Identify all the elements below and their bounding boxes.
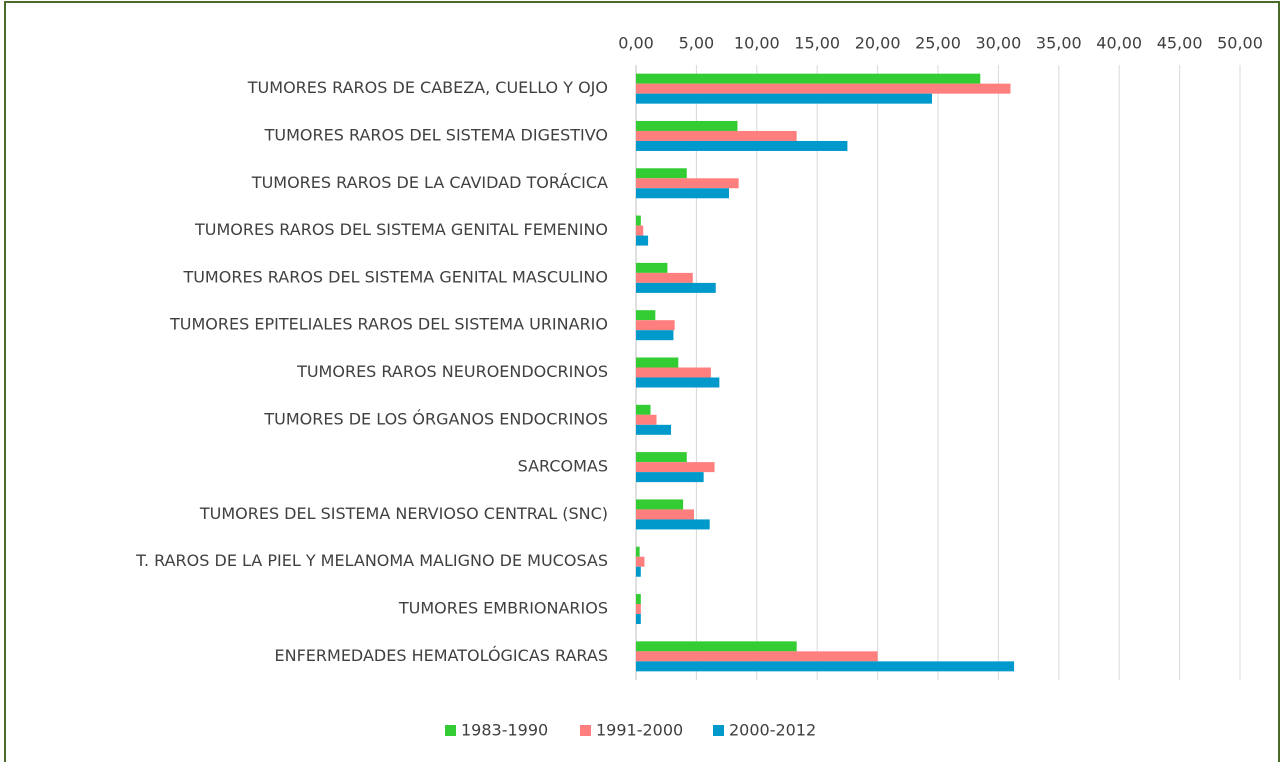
category-label: TUMORES RAROS DE LA CAVIDAD TORÁCICA bbox=[251, 173, 608, 192]
x-tick-label: 50,00 bbox=[1217, 34, 1263, 53]
bar bbox=[636, 499, 684, 510]
category-label: TUMORES RAROS DEL SISTEMA GENITAL FEMENI… bbox=[194, 220, 608, 239]
bar bbox=[636, 519, 710, 530]
category-label: TUMORES RAROS DE CABEZA, CUELLO Y OJO bbox=[247, 78, 608, 97]
category-label: TUMORES RAROS NEUROENDOCRINOS bbox=[296, 362, 608, 381]
category-label: TUMORES RAROS DEL SISTEMA DIGESTIVO bbox=[264, 125, 608, 144]
bar bbox=[636, 330, 674, 341]
bar bbox=[636, 661, 1015, 672]
bar bbox=[636, 604, 641, 615]
category-label: TUMORES RAROS DEL SISTEMA GENITAL MASCUL… bbox=[182, 267, 608, 286]
bar bbox=[636, 651, 878, 662]
bar bbox=[636, 614, 641, 625]
bar bbox=[636, 594, 641, 605]
bar bbox=[636, 546, 640, 557]
bar bbox=[636, 462, 715, 473]
bar bbox=[636, 282, 716, 293]
legend-swatch bbox=[713, 725, 724, 736]
bar bbox=[636, 235, 649, 246]
bar bbox=[636, 73, 981, 84]
bar bbox=[636, 225, 644, 236]
bar bbox=[636, 93, 932, 104]
bar bbox=[636, 641, 797, 652]
x-tick-label: 0,00 bbox=[618, 34, 654, 53]
bar bbox=[636, 83, 1011, 94]
bar bbox=[636, 120, 738, 131]
bar bbox=[636, 310, 656, 321]
x-tick-label: 15,00 bbox=[794, 34, 840, 53]
category-label: T. RAROS DE LA PIEL Y MELANOMA MALIGNO D… bbox=[135, 551, 608, 570]
legend-label: 2000-2012 bbox=[729, 721, 816, 740]
category-label: SARCOMAS bbox=[518, 457, 608, 476]
legend-swatch bbox=[580, 725, 591, 736]
legend-label: 1983-1990 bbox=[461, 721, 548, 740]
bar bbox=[636, 424, 672, 435]
x-tick-label: 10,00 bbox=[734, 34, 780, 53]
x-tick-label: 40,00 bbox=[1096, 34, 1142, 53]
bar bbox=[636, 404, 651, 415]
bar bbox=[636, 188, 730, 199]
bar bbox=[636, 320, 675, 331]
category-label: TUMORES EPITELIALES RAROS DEL SISTEMA UR… bbox=[169, 315, 608, 334]
bar bbox=[636, 377, 720, 388]
bar bbox=[636, 472, 704, 483]
bar bbox=[636, 130, 797, 141]
x-tick-label: 20,00 bbox=[855, 34, 901, 53]
bar bbox=[636, 168, 687, 179]
bar bbox=[636, 452, 687, 463]
x-tick-label: 25,00 bbox=[915, 34, 961, 53]
category-label: TUMORES DEL SISTEMA NERVIOSO CENTRAL (SN… bbox=[199, 504, 608, 523]
category-label: TUMORES EMBRIONARIOS bbox=[398, 599, 608, 618]
legend-swatch bbox=[445, 725, 456, 736]
bar bbox=[636, 367, 711, 378]
bar bbox=[636, 262, 668, 273]
x-tick-label: 35,00 bbox=[1036, 34, 1082, 53]
x-tick-label: 45,00 bbox=[1157, 34, 1203, 53]
bar bbox=[636, 215, 641, 226]
category-label: TUMORES DE LOS ÓRGANOS ENDOCRINOS bbox=[263, 409, 608, 428]
bar bbox=[636, 140, 848, 151]
bar bbox=[636, 566, 641, 577]
x-tick-label: 5,00 bbox=[679, 34, 715, 53]
bar bbox=[636, 357, 679, 368]
legend-label: 1991-2000 bbox=[596, 721, 683, 740]
bar bbox=[636, 509, 694, 520]
x-tick-label: 30,00 bbox=[975, 34, 1021, 53]
bar bbox=[636, 556, 645, 567]
bar bbox=[636, 414, 657, 425]
bar bbox=[636, 272, 693, 283]
category-label: ENFERMEDADES HEMATOLÓGICAS RARAS bbox=[275, 646, 609, 665]
bar bbox=[636, 178, 739, 189]
